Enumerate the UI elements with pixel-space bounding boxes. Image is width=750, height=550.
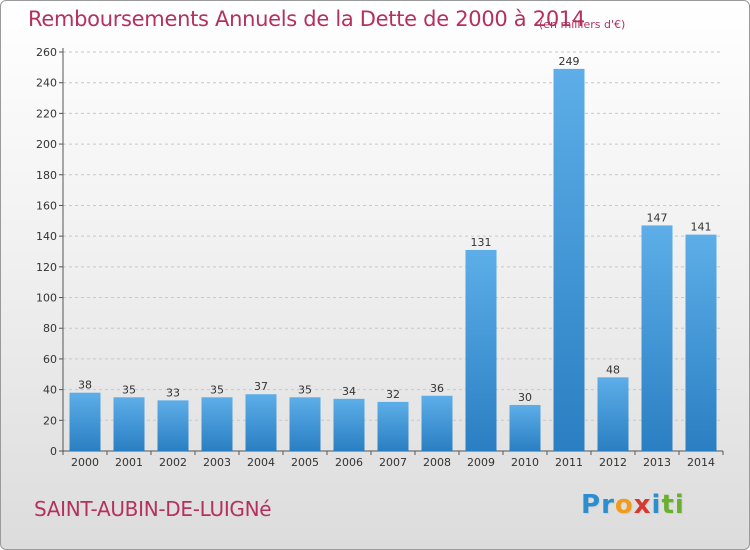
bar xyxy=(421,395,453,451)
data-label: 35 xyxy=(298,383,312,396)
bar xyxy=(201,397,233,451)
bar xyxy=(157,400,189,451)
bar xyxy=(377,401,409,451)
y-tick-label: 140 xyxy=(36,230,57,243)
y-tick-label: 220 xyxy=(36,107,57,120)
y-tick-label: 20 xyxy=(43,414,57,427)
x-tick-label: 2002 xyxy=(159,456,187,469)
bar-layer xyxy=(69,68,717,451)
x-tick-label: 2003 xyxy=(203,456,231,469)
commune-name: SAINT-AUBIN-DE-LUIGNé xyxy=(34,497,272,521)
x-tick-label: 2004 xyxy=(247,456,275,469)
bar xyxy=(289,397,321,451)
x-tick-label: 2007 xyxy=(379,456,407,469)
bar xyxy=(553,68,585,451)
bar xyxy=(685,234,717,451)
data-label: 131 xyxy=(471,236,492,249)
data-label: 147 xyxy=(647,211,668,224)
logo-letter: t xyxy=(661,490,675,520)
bar xyxy=(245,394,277,451)
x-tick-label: 2005 xyxy=(291,456,319,469)
data-label: 33 xyxy=(166,386,180,399)
data-label: 35 xyxy=(210,383,224,396)
logo-letter: r xyxy=(601,490,615,520)
bar xyxy=(333,398,365,451)
bar xyxy=(597,377,629,451)
y-tick-label: 260 xyxy=(36,46,57,59)
x-tick-label: 2010 xyxy=(511,456,539,469)
logo-letter: i xyxy=(674,490,685,520)
y-tick-label: 160 xyxy=(36,199,57,212)
logo-letter: o xyxy=(614,490,634,520)
data-label: 141 xyxy=(691,221,712,234)
chart-unit: (en milliers d'€) xyxy=(539,18,626,31)
data-label: 35 xyxy=(122,383,136,396)
x-tick-label: 2008 xyxy=(423,456,451,469)
x-tick-label: 2014 xyxy=(687,456,715,469)
logo-letter: i xyxy=(651,490,662,520)
y-tick-label: 240 xyxy=(36,77,57,90)
data-label: 30 xyxy=(518,391,532,404)
grid-layer xyxy=(63,51,723,421)
proxiti-logo: Proxiti xyxy=(581,490,685,520)
logo-letter: P xyxy=(581,490,602,520)
bar xyxy=(509,404,541,451)
data-label: 37 xyxy=(254,380,268,393)
data-label: 34 xyxy=(342,385,356,398)
x-tick-label: 2013 xyxy=(643,456,671,469)
x-tick-label: 2009 xyxy=(467,456,495,469)
data-label: 249 xyxy=(559,55,580,68)
data-label: 48 xyxy=(606,363,620,376)
chart-title: Remboursements Annuels de la Dette de 20… xyxy=(28,7,585,31)
bar xyxy=(465,249,497,451)
x-tick-label: 2001 xyxy=(115,456,143,469)
x-tick-label: 2006 xyxy=(335,456,363,469)
y-tick-label: 40 xyxy=(43,384,57,397)
y-tick-label: 80 xyxy=(43,322,57,335)
bar xyxy=(641,225,673,451)
bar xyxy=(69,392,101,451)
y-tick-label: 200 xyxy=(36,138,57,151)
y-tick-label: 100 xyxy=(36,292,57,305)
y-tick-label: 120 xyxy=(36,261,57,274)
data-label: 32 xyxy=(386,388,400,401)
y-tick-label: 60 xyxy=(43,353,57,366)
x-tick-label: 2012 xyxy=(599,456,627,469)
x-tick-label: 2000 xyxy=(71,456,99,469)
bar xyxy=(113,397,145,451)
label-layer: 2000 38 2001 35 2002 33 2003 35 2004 37 2005 35 2006… xyxy=(71,55,715,469)
y-tick-label: 180 xyxy=(36,169,57,182)
y-tick-label: 0 xyxy=(50,445,57,458)
logo-letter: x xyxy=(633,490,652,520)
x-tick-label: 2011 xyxy=(555,456,583,469)
data-label: 36 xyxy=(430,382,444,395)
data-label: 38 xyxy=(78,379,92,392)
